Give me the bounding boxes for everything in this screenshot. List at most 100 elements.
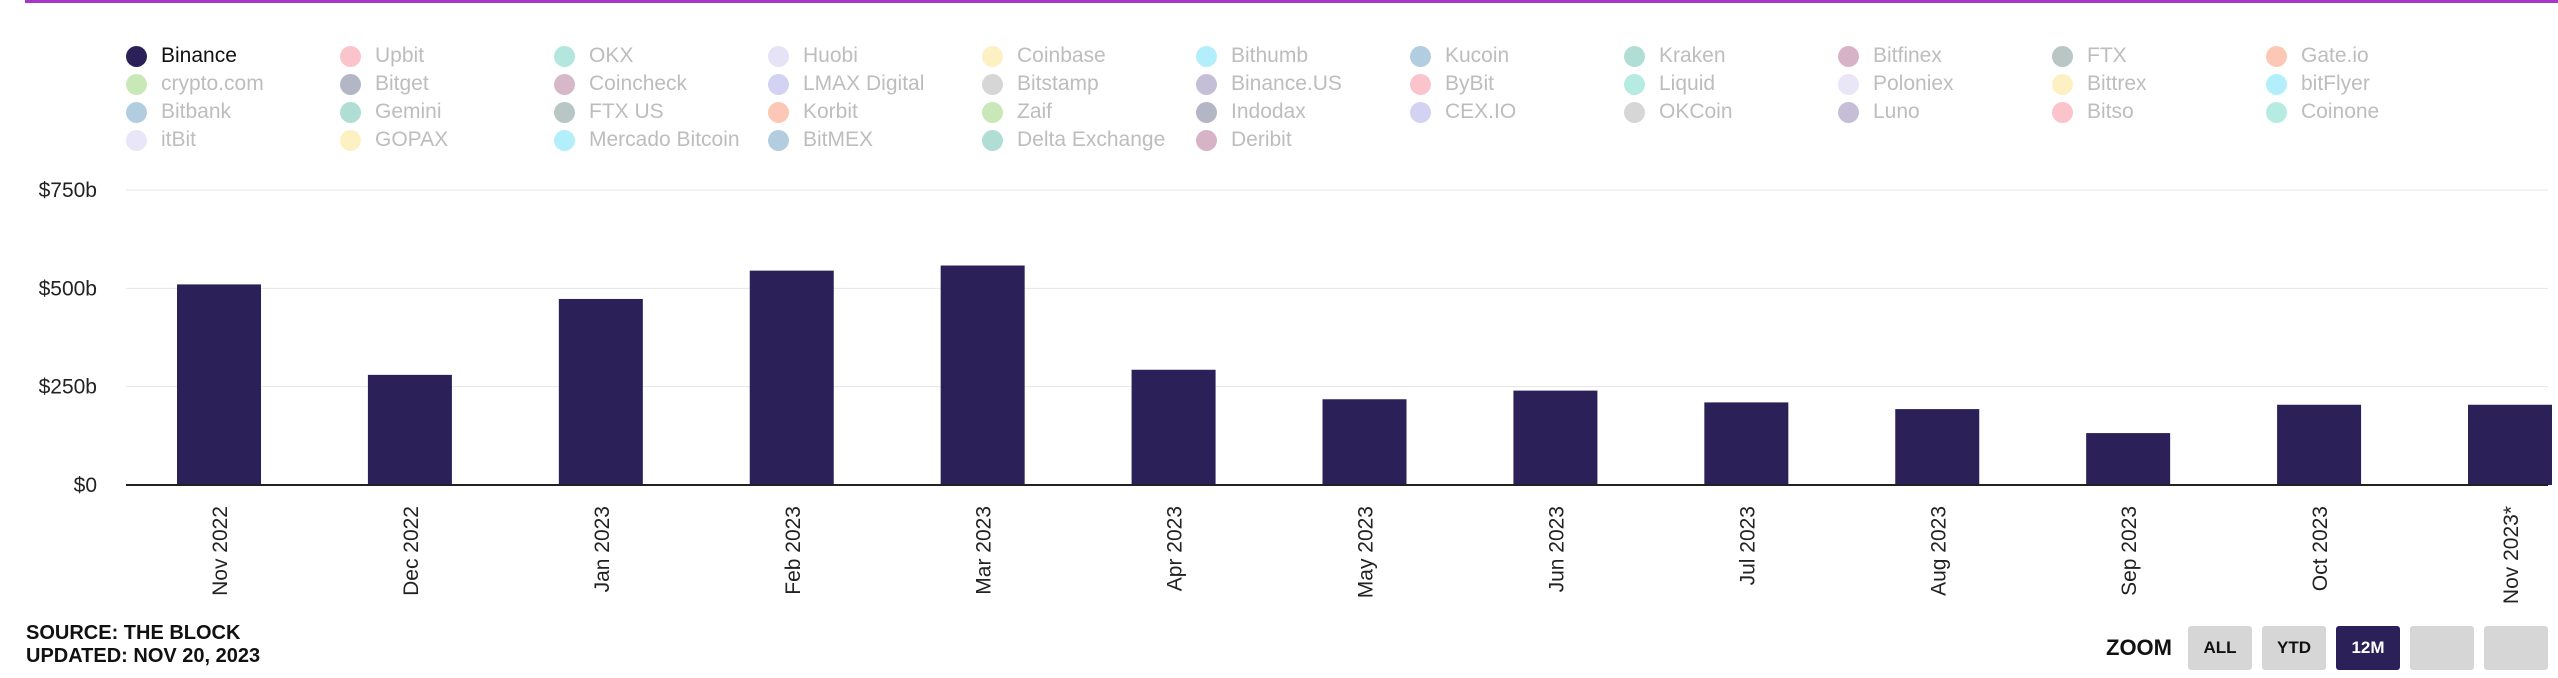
- zoom-extra-button-1[interactable]: [2410, 626, 2474, 670]
- legend-item[interactable]: FTX: [2052, 44, 2127, 68]
- legend-swatch-icon: [340, 101, 361, 123]
- legend-item[interactable]: Coinbase: [982, 44, 1106, 68]
- legend-swatch-icon: [2052, 45, 2073, 67]
- legend-label: Coinone: [2301, 100, 2380, 123]
- legend-label: Bitbank: [161, 100, 232, 123]
- legend-label: Huobi: [803, 44, 858, 67]
- legend-label: Kucoin: [1445, 44, 1510, 67]
- legend-item[interactable]: OKCoin: [1624, 100, 1733, 124]
- legend-item[interactable]: Gate.io: [2266, 44, 2369, 68]
- legend-label: Kraken: [1659, 44, 1726, 67]
- x-tick-label: Jul 2023: [1736, 506, 1759, 585]
- legend-item[interactable]: Bittrex: [2052, 72, 2147, 96]
- legend-item[interactable]: Deribit: [1196, 128, 1292, 152]
- x-tick-label: Oct 2023: [2309, 506, 2332, 591]
- legend-item[interactable]: Bitget: [340, 72, 429, 96]
- legend-swatch-icon: [1196, 101, 1217, 123]
- legend-item[interactable]: Korbit: [768, 100, 858, 124]
- legend-label: itBit: [161, 128, 197, 151]
- legend-item[interactable]: Bitstamp: [982, 72, 1099, 96]
- zoom-12m-button[interactable]: 12M: [2336, 626, 2400, 670]
- x-tick-label: Jan 2023: [591, 506, 614, 592]
- legend-label: Zaif: [1017, 100, 1053, 123]
- legend-item[interactable]: Bithumb: [1196, 44, 1308, 68]
- legend-label: Gate.io: [2301, 44, 2369, 67]
- legend-item[interactable]: Kucoin: [1410, 44, 1509, 68]
- zoom-label: ZOOM: [2106, 635, 2172, 660]
- legend-item[interactable]: ByBit: [1410, 72, 1494, 96]
- legend-swatch-icon: [1196, 129, 1217, 151]
- bar: [177, 284, 261, 485]
- legend-item[interactable]: Gemini: [340, 100, 442, 124]
- legend-label: Indodax: [1231, 100, 1306, 123]
- legend-item[interactable]: Binance: [126, 44, 237, 68]
- legend-item[interactable]: Upbit: [340, 44, 424, 68]
- x-tick-label: Sep 2023: [2118, 506, 2141, 596]
- legend-swatch-icon: [982, 129, 1003, 151]
- legend-label: bitFlyer: [2301, 72, 2370, 95]
- legend-swatch-icon: [768, 101, 789, 123]
- chart-footer: SOURCE: THE BLOCK UPDATED: NOV 20, 2023: [26, 622, 260, 668]
- legend-label: Poloniex: [1873, 72, 1954, 95]
- legend-swatch-icon: [126, 129, 147, 151]
- legend-swatch-icon: [982, 101, 1003, 123]
- x-tick-label: Mar 2023: [973, 506, 996, 595]
- zoom-all-button[interactable]: ALL: [2188, 626, 2252, 670]
- bar: [1704, 402, 1789, 485]
- legend-swatch-icon: [768, 73, 789, 95]
- x-tick-label: Jun 2023: [1545, 506, 1568, 592]
- x-tick-label: Nov 2022: [209, 506, 232, 596]
- legend-swatch-icon: [1410, 101, 1431, 123]
- legend-item[interactable]: Coincheck: [554, 72, 687, 96]
- top-accent-rule: [25, 0, 2558, 3]
- zoom-extra-button-2[interactable]: [2484, 626, 2548, 670]
- legend-item[interactable]: crypto.com: [126, 72, 264, 96]
- legend-item[interactable]: OKX: [554, 44, 633, 68]
- legend-item[interactable]: Poloniex: [1838, 72, 1954, 96]
- legend-item[interactable]: Zaif: [982, 100, 1052, 124]
- legend-label: Luno: [1873, 100, 1920, 123]
- legend-item[interactable]: Bitfinex: [1838, 44, 1942, 68]
- legend-swatch-icon: [554, 129, 575, 151]
- legend-item[interactable]: Binance.US: [1196, 72, 1342, 96]
- legend-label: Bitso: [2087, 100, 2134, 123]
- x-tick-label: Aug 2023: [1927, 506, 1950, 596]
- bar: [940, 265, 1025, 485]
- zoom-controls: ZOOM ALL YTD 12M: [2106, 626, 2558, 670]
- legend-item[interactable]: Luno: [1838, 100, 1920, 124]
- legend-item[interactable]: Indodax: [1196, 100, 1306, 124]
- bar: [1131, 369, 1216, 485]
- legend-item[interactable]: Bitbank: [126, 100, 231, 124]
- legend-label: Binance.US: [1231, 72, 1342, 95]
- legend-swatch-icon: [2266, 45, 2287, 67]
- x-tick-label: Apr 2023: [1164, 506, 1187, 591]
- bar: [2468, 404, 2552, 485]
- legend-swatch-icon: [126, 73, 147, 95]
- legend-item[interactable]: Delta Exchange: [982, 128, 1165, 152]
- legend-swatch-icon: [1624, 73, 1645, 95]
- legend-swatch-icon: [340, 73, 361, 95]
- bar: [1322, 399, 1407, 485]
- legend-item[interactable]: LMAX Digital: [768, 72, 924, 96]
- legend-label: Liquid: [1659, 72, 1716, 95]
- legend-swatch-icon: [126, 45, 147, 67]
- legend-item[interactable]: Bitso: [2052, 100, 2134, 124]
- legend-item[interactable]: Mercado Bitcoin: [554, 128, 740, 152]
- legend-label: Coinbase: [1017, 44, 1106, 67]
- legend-item[interactable]: Coinone: [2266, 100, 2379, 124]
- x-tick-label: May 2023: [1355, 506, 1378, 598]
- legend-label: Bittrex: [2087, 72, 2147, 95]
- legend-item[interactable]: Huobi: [768, 44, 858, 68]
- legend-item[interactable]: bitFlyer: [2266, 72, 2370, 96]
- legend-label: Bitfinex: [1873, 44, 1942, 67]
- legend-item[interactable]: BitMEX: [768, 128, 873, 152]
- legend-item[interactable]: CEX.IO: [1410, 100, 1516, 124]
- legend-item[interactable]: FTX US: [554, 100, 664, 124]
- legend-label: Bitget: [375, 72, 429, 95]
- legend-label: BitMEX: [803, 128, 874, 151]
- legend-item[interactable]: GOPAX: [340, 128, 448, 152]
- legend-item[interactable]: Kraken: [1624, 44, 1726, 68]
- legend-item[interactable]: itBit: [126, 128, 196, 152]
- legend-item[interactable]: Liquid: [1624, 72, 1715, 96]
- zoom-ytd-button[interactable]: YTD: [2262, 626, 2326, 670]
